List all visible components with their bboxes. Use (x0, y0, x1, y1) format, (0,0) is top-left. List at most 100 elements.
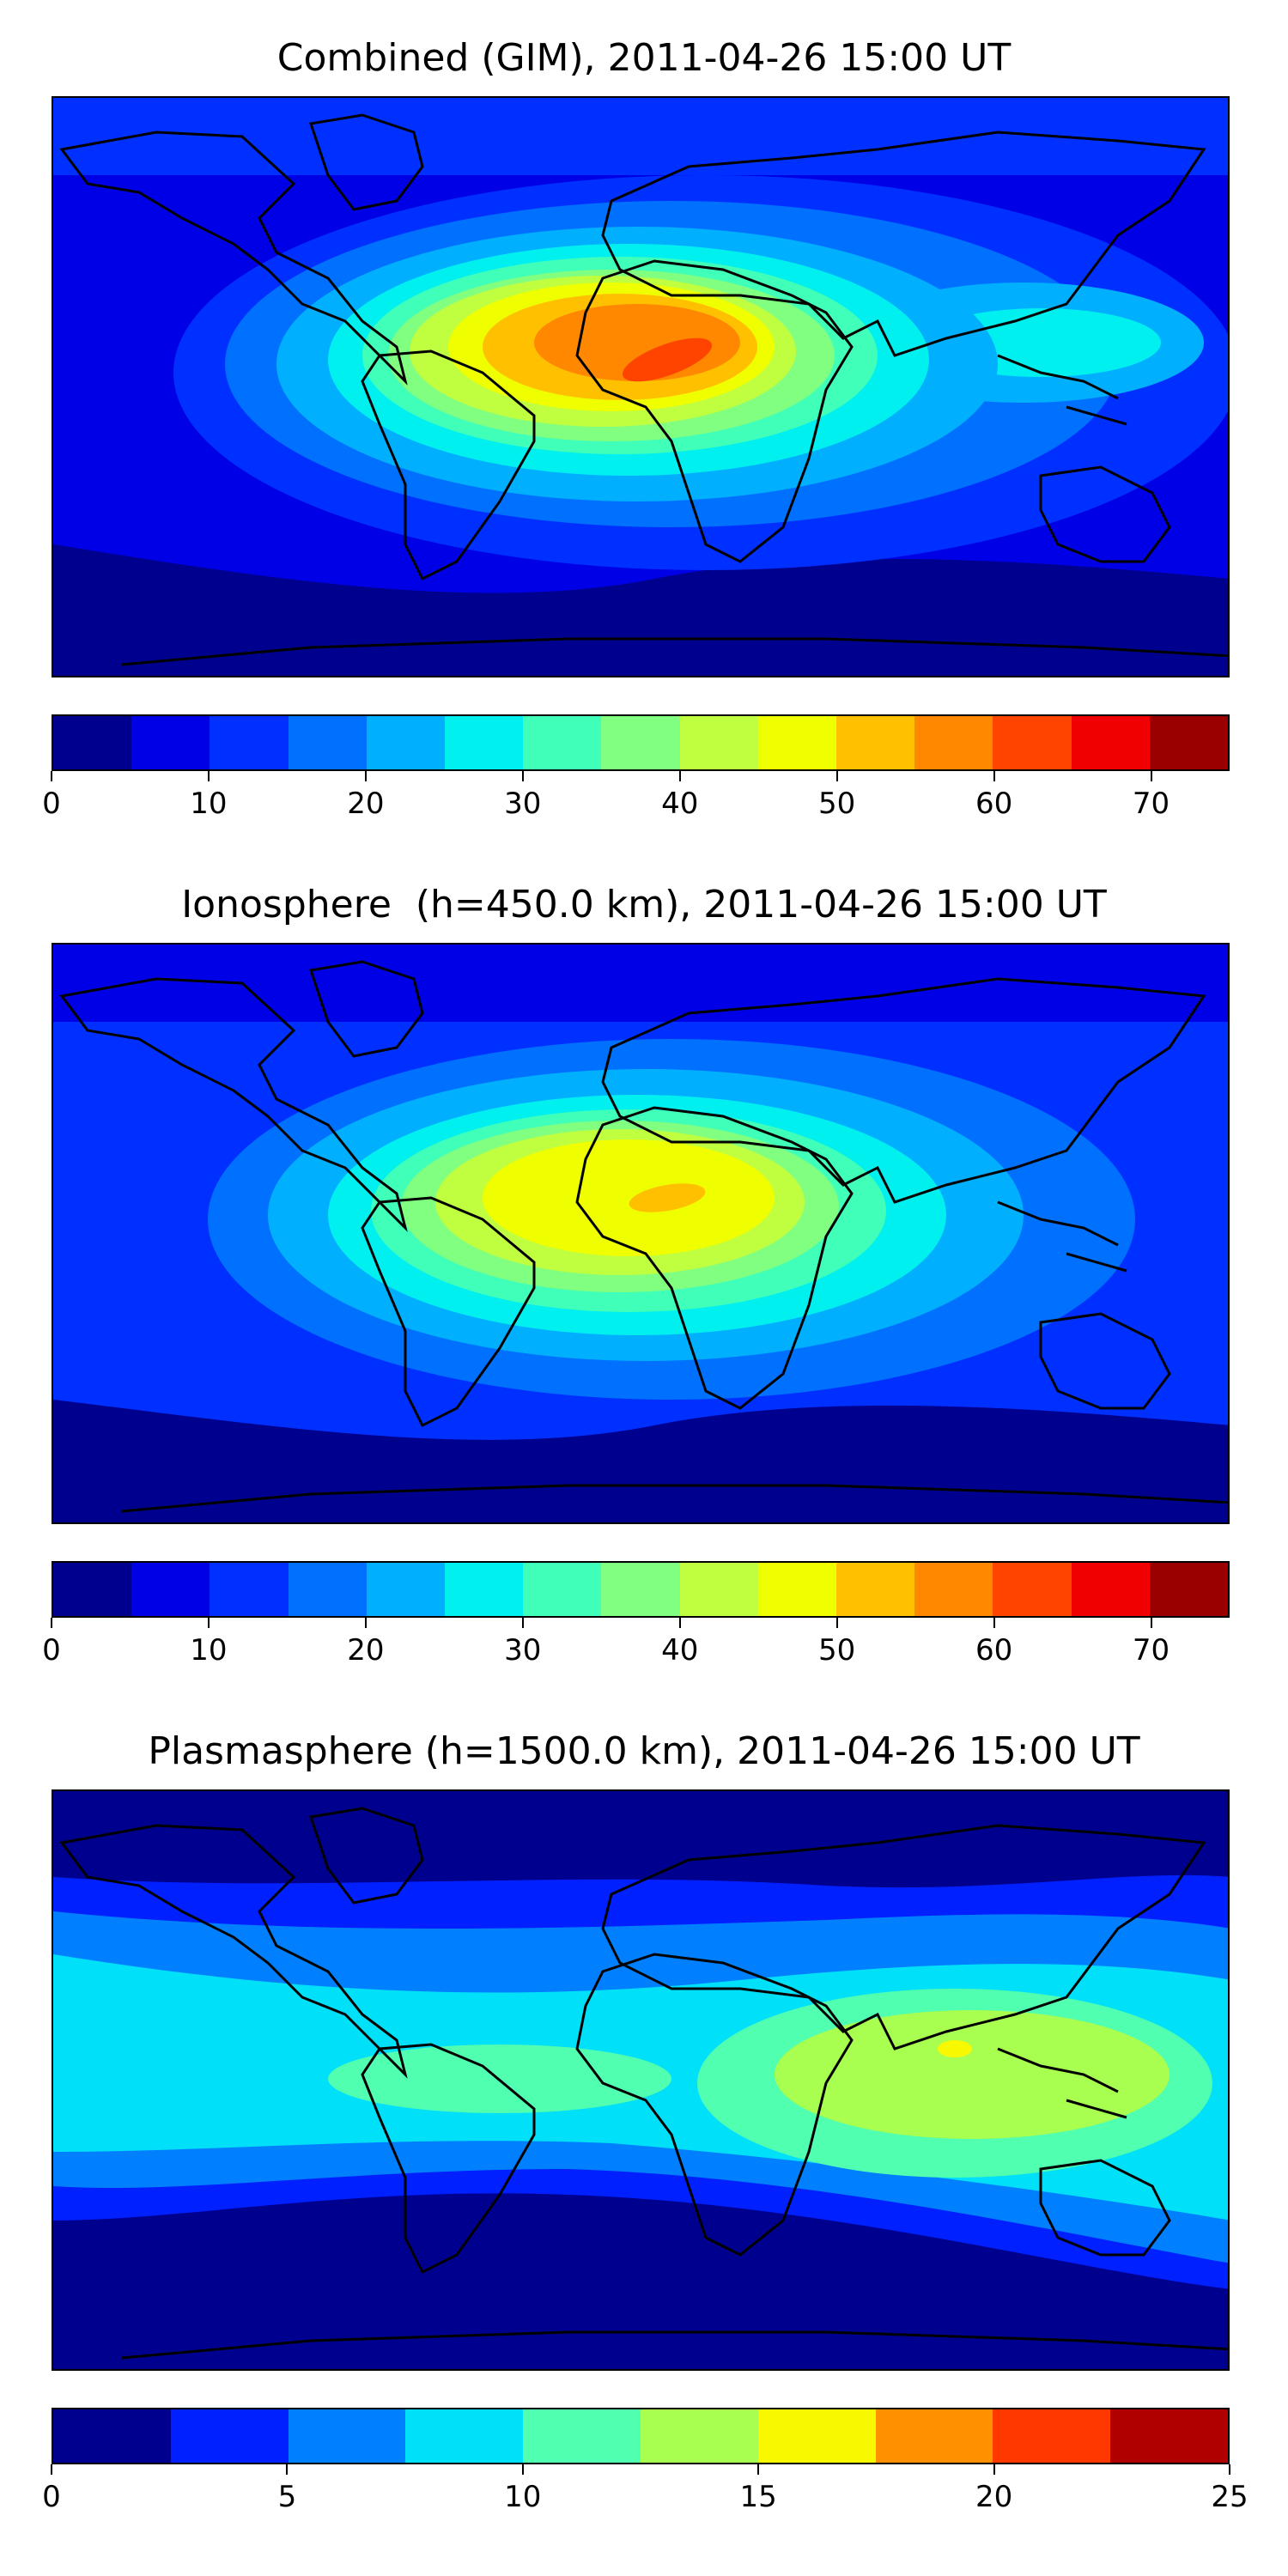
colorbar-tick-label: 20 (347, 787, 385, 821)
colorbar-segment (523, 1563, 602, 1616)
colorbar-segment (288, 1563, 367, 1616)
colorbar-segment (53, 2409, 171, 2463)
colorbar-tick (1229, 2464, 1230, 2475)
colorbar-tick-label: 10 (190, 787, 228, 821)
colorbar-tick-label: 50 (818, 787, 856, 821)
colorbar-segment (993, 716, 1072, 769)
colorbar-segment (601, 1563, 680, 1616)
colorbar-tick-label: 0 (42, 787, 61, 821)
contour-12-5 (775, 2010, 1170, 2139)
colorbar-tick (207, 1618, 210, 1628)
colorbar-tick-label: 0 (42, 1633, 61, 1668)
field-polar-north (53, 98, 1228, 175)
colorbar-tick-label: 60 (975, 1633, 1013, 1668)
colorbar-segment (445, 1563, 524, 1616)
colorbar-tick (993, 1618, 995, 1628)
colorbar-segment (210, 1563, 289, 1616)
colorbar-tick (835, 1618, 838, 1628)
colorbar-tick (286, 2464, 289, 2475)
colorbar-tick (364, 1618, 367, 1628)
colorbar-segment (993, 1563, 1072, 1616)
colorbar-tick-label: 10 (504, 2480, 542, 2514)
ionosphere-colorbar (52, 1561, 1230, 1618)
ionosphere-map-plot (53, 945, 1228, 1522)
colorbar-segment (601, 716, 680, 769)
colorbar-tick (1150, 771, 1152, 781)
colorbar-tick-label: 20 (347, 1633, 385, 1668)
colorbar-tick-label: 10 (190, 1633, 228, 1668)
colorbar-tick (521, 2464, 524, 2475)
colorbar-tick-label: 25 (1211, 2480, 1249, 2514)
colorbar-segment (993, 2409, 1111, 2463)
colorbar-tick-label: 30 (504, 787, 542, 821)
colorbar-segment (914, 716, 993, 769)
colorbar-segment (757, 2409, 876, 2463)
colorbar-segment (523, 2409, 641, 2463)
colorbar-tick-label: 40 (661, 1633, 699, 1668)
combined-map-plot (53, 98, 1228, 676)
colorbar-segment (53, 716, 132, 769)
colorbar-segment (836, 1563, 915, 1616)
colorbar-segment (679, 716, 758, 769)
ionosphere-colorbar-ticks: 0 10 20 30 40 50 60 70 (42, 1618, 1230, 1669)
colorbar-segment (288, 2409, 406, 2463)
colorbar-tick-label: 40 (661, 787, 699, 821)
colorbar-segment (523, 716, 602, 769)
colorbar-segment (836, 716, 915, 769)
colorbar-tick-label: 70 (1132, 787, 1170, 821)
colorbar-segment (1110, 2409, 1228, 2463)
ionosphere-title: Ionosphere (h=450.0 km), 2011-04-26 15:0… (181, 883, 1107, 927)
colorbar-tick (835, 771, 838, 781)
colorbar-tick (678, 771, 681, 781)
colorbar-tick (51, 2464, 52, 2475)
colorbar-tick-label: 15 (739, 2480, 777, 2514)
combined-colorbar (52, 714, 1230, 771)
contour-50 (629, 1183, 706, 1212)
colorbar-segment (640, 2409, 758, 2463)
coastlines (59, 960, 1228, 1513)
colorbar-segment (131, 716, 210, 769)
combined-title: Combined (GIM), 2011-04-26 15:00 UT (276, 36, 1012, 80)
colorbar-tick (993, 771, 995, 781)
colorbar-tick-label: 30 (504, 1633, 542, 1668)
colorbar-tick (521, 1618, 524, 1628)
plasmasphere-colorbar-ticks: 0 5 10 15 20 25 (42, 2464, 1249, 2516)
colorbar-tick (207, 771, 210, 781)
plasmasphere-colorbar (52, 2408, 1230, 2464)
coastlines (59, 113, 1228, 666)
combined-colorbar-ticks: 0 10 20 30 40 50 60 70 (42, 771, 1230, 823)
combined-map (52, 96, 1230, 677)
colorbar-segment (875, 2409, 993, 2463)
coastlines (59, 1807, 1228, 2360)
contour-15 (938, 2040, 972, 2057)
colorbar-segment (53, 1563, 132, 1616)
colorbar-tick (993, 2464, 995, 2475)
colorbar-tick-label: 70 (1132, 1633, 1170, 1668)
colorbar-segment (757, 716, 837, 769)
colorbar-tick-label: 5 (277, 2480, 297, 2514)
colorbar-tick-label: 50 (818, 1633, 856, 1668)
colorbar-segment (679, 1563, 758, 1616)
colorbar-segment (366, 1563, 446, 1616)
colorbar-segment (757, 1563, 837, 1616)
ionosphere-map (52, 943, 1230, 1524)
colorbar-segment (170, 2409, 289, 2463)
colorbar-segment (1149, 716, 1228, 769)
plasmasphere-map (52, 1789, 1230, 2371)
field-polar-north (53, 945, 1228, 1022)
colorbar-segment (1149, 1563, 1228, 1616)
colorbar-segment (366, 716, 446, 769)
plasmasphere-title: Plasmasphere (h=1500.0 km), 2011-04-26 1… (148, 1729, 1140, 1773)
colorbar-segment (1071, 716, 1150, 769)
colorbar-tick (1150, 1618, 1152, 1628)
colorbar-segment (445, 716, 524, 769)
colorbar-segment (914, 1563, 993, 1616)
colorbar-tick (521, 771, 524, 781)
colorbar-tick (51, 1618, 52, 1628)
colorbar-tick (678, 1618, 681, 1628)
colorbar-segment (405, 2409, 524, 2463)
colorbar-segment (1071, 1563, 1150, 1616)
colorbar-segment (288, 716, 367, 769)
colorbar-tick-label: 60 (975, 787, 1013, 821)
colorbar-tick (364, 771, 367, 781)
